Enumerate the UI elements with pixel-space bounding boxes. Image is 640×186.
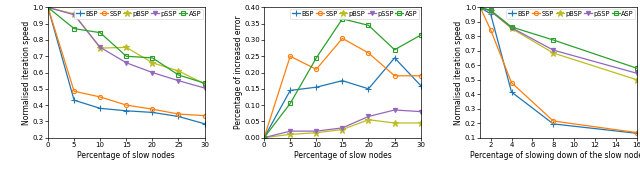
X-axis label: Percentage of slow nodes: Percentage of slow nodes [77,151,175,160]
Y-axis label: Percentage of increased error: Percentage of increased error [234,16,243,129]
Y-axis label: Normalised iteration speed: Normalised iteration speed [454,20,463,125]
X-axis label: Percentage of slowing down of the slow nodes: Percentage of slowing down of the slow n… [470,151,640,160]
Legend: BSP, SSP, pBSP, pSSP, ASP: BSP, SSP, pBSP, pSSP, ASP [506,9,636,19]
Legend: BSP, SSP, pBSP, pSSP, ASP: BSP, SSP, pBSP, pSSP, ASP [290,9,419,19]
X-axis label: Percentage of slow nodes: Percentage of slow nodes [294,151,391,160]
Legend: BSP, SSP, pBSP, pSSP, ASP: BSP, SSP, pBSP, pSSP, ASP [74,9,204,19]
Y-axis label: Normalised iteration speed: Normalised iteration speed [22,20,31,125]
